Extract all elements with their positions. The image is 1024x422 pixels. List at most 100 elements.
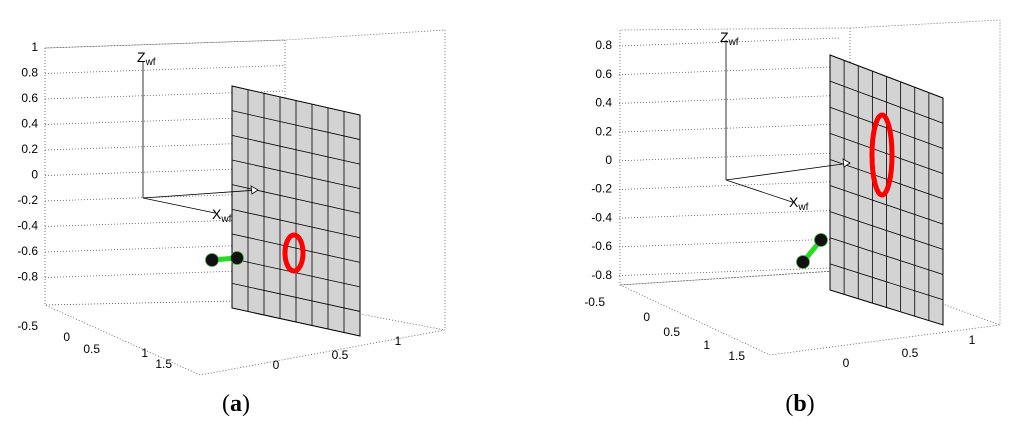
- plane-grid: [829, 237, 944, 275]
- black-ball: [205, 253, 219, 267]
- z-tick-label: 1: [31, 40, 38, 54]
- x-axis-label-letter: X: [212, 206, 222, 222]
- z-grid: [44, 218, 286, 227]
- black-ball: [814, 233, 828, 247]
- z-tick-label: -0.4: [591, 210, 612, 224]
- y-tick-label: 1: [141, 346, 148, 360]
- z-tick-label: 0.4: [595, 96, 612, 110]
- caption-close: ): [242, 391, 250, 417]
- z-grid: [44, 90, 286, 100]
- red-ring: [869, 112, 895, 198]
- y-tick-label: 1: [703, 338, 710, 352]
- x-axis-label: Xwf: [789, 194, 809, 213]
- z-grid: [44, 141, 286, 151]
- y-tick-label: 0: [63, 330, 70, 344]
- caption-label: a: [230, 391, 242, 417]
- plane-grid: [231, 233, 361, 263]
- x-axis-label-letter: X: [789, 194, 799, 210]
- y-tick-label: 0.5: [663, 325, 680, 339]
- z-tick-label: -0.2: [17, 193, 38, 207]
- z-axis-label-sub: wf: [145, 57, 156, 68]
- z-tick-label: 0: [605, 153, 612, 167]
- caption-open: (: [222, 391, 230, 417]
- plane-grid: [829, 80, 944, 124]
- z-grid: [44, 39, 286, 49]
- z-grid: [44, 167, 286, 176]
- plane-grid: [829, 263, 944, 301]
- x-tick-label: 0.5: [902, 346, 919, 360]
- plane-grid: [829, 185, 944, 225]
- caption-label: b: [793, 391, 806, 417]
- frame-axis: [142, 189, 259, 199]
- caption-close: ): [807, 391, 815, 417]
- frame-axis: [725, 179, 796, 204]
- caption-open: (: [785, 391, 793, 417]
- z-grid: [618, 209, 841, 219]
- plane-grid: [829, 106, 944, 149]
- y-tick-label: 1.5: [728, 349, 745, 363]
- caption: (a): [222, 391, 250, 417]
- y-tick-label: 1.5: [155, 357, 172, 371]
- plane-grid: [231, 159, 361, 190]
- plane-grid: [231, 110, 361, 140]
- z-tick-label: -0.4: [17, 219, 38, 233]
- z-tick-label: 0.4: [21, 117, 38, 131]
- z-grid: [618, 181, 841, 190]
- y-tick-label: 0: [643, 310, 650, 324]
- x-tick-label: 1: [969, 333, 976, 347]
- z-grid: [618, 37, 841, 47]
- z-axis-label-letter: Z: [720, 29, 729, 45]
- black-ball: [230, 251, 244, 265]
- z-grid: [618, 152, 841, 162]
- z-grid: [44, 192, 286, 202]
- plane-grid: [231, 282, 361, 312]
- z-axis-label-letter: Z: [137, 49, 146, 65]
- z-tick-label: -0.2: [591, 182, 612, 196]
- frame-axis: [142, 197, 216, 214]
- red-ring: [282, 232, 306, 274]
- z-tick-label: 0.8: [21, 66, 38, 80]
- z-tick-label: 0.6: [595, 67, 612, 81]
- caption: (b): [785, 391, 814, 417]
- z-tick-label: 0.2: [595, 124, 612, 138]
- z-tick-label: 0.8: [595, 38, 612, 52]
- z-grid: [44, 243, 286, 253]
- axis-arrow: [842, 158, 851, 168]
- z-tick-label: -0.8: [591, 268, 612, 282]
- y-tick-label: 0.5: [83, 342, 100, 356]
- z-tick-label: -0.6: [591, 239, 612, 253]
- z-grid: [618, 238, 841, 248]
- z-grid: [618, 66, 841, 76]
- x-tick-label: 0: [843, 356, 850, 370]
- plane-grid: [829, 211, 944, 250]
- x-axis-label-sub: wf: [220, 214, 231, 225]
- z-axis-label: Zwf: [137, 49, 156, 68]
- z-tick-label: -0.8: [17, 270, 38, 284]
- z-tick-label: -0.6: [17, 244, 38, 258]
- y-tick-label: -0.5: [17, 319, 38, 333]
- z-grid: [44, 116, 286, 125]
- z-grid: [618, 123, 841, 133]
- x-tick-label: 0: [273, 358, 280, 372]
- black-ball: [796, 255, 810, 269]
- plane-grid: [231, 208, 361, 239]
- z-grid: [44, 269, 286, 278]
- x-tick-label: 0.5: [332, 348, 349, 362]
- axis-arrow: [250, 185, 259, 195]
- x-axis-label: Xwf: [212, 206, 232, 225]
- z-grid: [618, 267, 841, 276]
- z-axis-label: Zwf: [720, 29, 739, 48]
- frame-axis: [725, 162, 851, 181]
- x-axis-label-sub: wf: [797, 202, 808, 213]
- z-tick-label: 0.2: [21, 142, 38, 156]
- plane-grid: [829, 132, 944, 175]
- x-tick-label: 1: [395, 334, 402, 348]
- z-tick-label: 0.6: [21, 91, 38, 105]
- z-grid: [618, 95, 841, 104]
- z-axis-label-sub: wf: [728, 37, 739, 48]
- y-tick-label: -0.5: [584, 295, 605, 309]
- plane-grid: [829, 159, 944, 200]
- z-grid: [44, 65, 286, 74]
- plane-grid: [231, 134, 361, 165]
